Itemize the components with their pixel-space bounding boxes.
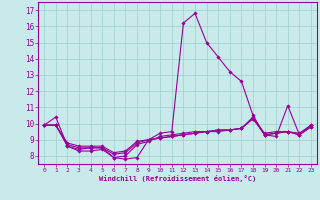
X-axis label: Windchill (Refroidissement éolien,°C): Windchill (Refroidissement éolien,°C) (99, 175, 256, 182)
